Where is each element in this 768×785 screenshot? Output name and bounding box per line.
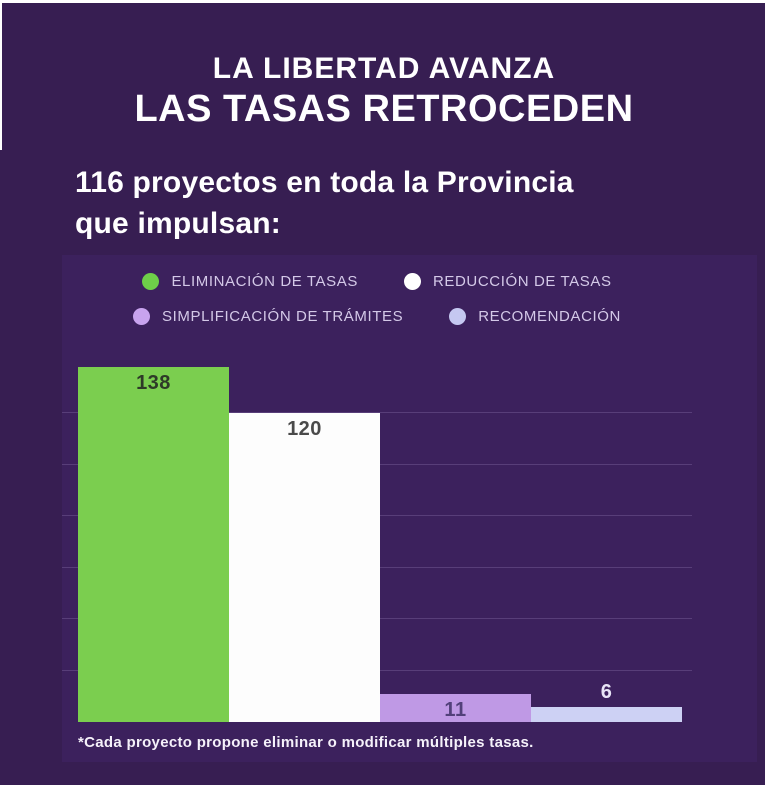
chart-panel: ELIMINACIÓN DE TASAS REDUCCIÓN DE TASAS … <box>62 255 757 762</box>
legend-item-recomendacion: RECOMENDACIÓN <box>449 308 621 325</box>
frame-border-top <box>0 0 768 3</box>
gridline <box>62 412 692 414</box>
bar-reduccion-de-tasas: 120 <box>229 413 380 722</box>
bar-simplificacion-de-tramites: 11 <box>380 694 531 722</box>
bar-eliminacion-de-tasas: 138 <box>78 367 229 722</box>
title-line2: LAS TASAS RETROCEDEN <box>134 88 634 130</box>
legend-dot-eliminacion-icon <box>142 273 160 290</box>
legend-item-reduccion: REDUCCIÓN DE TASAS <box>403 273 612 290</box>
subtitle-line1: 116 proyectos en toda la Provincia <box>75 166 574 199</box>
bar-recomendacion: 6 <box>531 681 682 722</box>
title-line1: LA LIBERTAD AVANZA <box>212 52 556 85</box>
legend-dot-reduccion-icon <box>403 273 421 290</box>
frame-border-left <box>0 0 2 150</box>
bar-chart: 138 120 11 6 <box>62 362 692 722</box>
legend-row-2: SIMPLIFICACIÓN DE TRÁMITES RECOMENDACIÓN <box>62 308 692 325</box>
chart-legend: ELIMINACIÓN DE TASAS REDUCCIÓN DE TASAS … <box>62 273 692 325</box>
bar-value-label: 120 <box>287 418 322 440</box>
legend-dot-simplificacion-icon <box>133 308 150 325</box>
bar-value-label: 138 <box>136 372 171 394</box>
legend-item-simplificacion: SIMPLIFICACIÓN DE TRÁMITES <box>133 308 403 325</box>
subtitle: 116 proyectos en toda la Provincia que i… <box>75 163 715 244</box>
legend-label-reduccion: REDUCCIÓN DE TASAS <box>432 273 612 290</box>
legend-label-simplificacion: SIMPLIFICACIÓN DE TRÁMITES <box>162 308 404 325</box>
legend-dot-recomendacion-icon <box>449 308 467 325</box>
legend-row-1: ELIMINACIÓN DE TASAS REDUCCIÓN DE TASAS <box>62 273 692 290</box>
bar-value-label: 11 <box>444 699 467 721</box>
subtitle-line2: que impulsan: <box>75 206 281 240</box>
legend-label-eliminacion: ELIMINACIÓN DE TASAS <box>171 273 358 290</box>
legend-item-eliminacion: ELIMINACIÓN DE TASAS <box>142 273 358 290</box>
frame-border-right <box>765 0 768 785</box>
bar-value-label: 6 <box>600 681 613 703</box>
legend-label-recomendacion: RECOMENDACIÓN <box>478 308 621 325</box>
footnote: *Cada proyecto propone eliminar o modifi… <box>78 734 534 751</box>
